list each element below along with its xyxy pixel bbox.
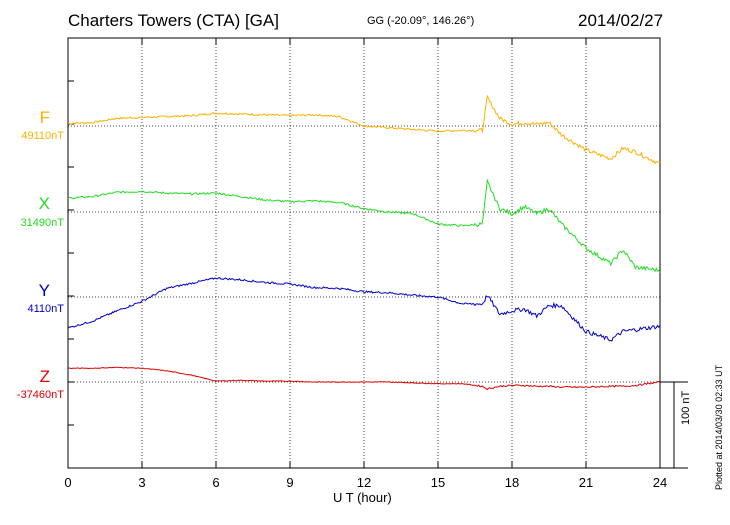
x-tick-label: 12 (357, 475, 371, 490)
baseline-label-z: -37460nT (16, 389, 64, 401)
x-tick-label: 18 (505, 475, 519, 490)
x-tick-label: 21 (579, 475, 593, 490)
chart-title: Charters Towers (CTA) [GA] (68, 11, 279, 30)
x-tick-label: 15 (431, 475, 445, 490)
x-tick-label: 9 (286, 475, 293, 490)
x-axis-label: U T (hour) (333, 490, 392, 505)
component-label-z: Z (39, 367, 50, 386)
plot-frame (67, 37, 661, 469)
baseline-label-f: 49110nT (21, 130, 64, 142)
station-coordinates: GG (-20.09°, 146.26°) (367, 15, 475, 27)
chart-date: 2014/02/27 (578, 11, 664, 30)
scale-bar-label: 100 nT (680, 390, 692, 425)
component-label-x: X (38, 194, 50, 213)
series-line-x (67, 178, 661, 273)
series-line-z (67, 366, 661, 391)
x-tick-label: 3 (138, 475, 145, 490)
series-line-y (67, 277, 661, 342)
component-label-y: Y (38, 281, 50, 300)
baseline-label-y: 4110nT (27, 303, 65, 315)
x-tick-label: 0 (64, 475, 71, 490)
plotted-timestamp: Plotted at 2014/03/30 02:33 UT (714, 364, 724, 490)
series-line-f (67, 94, 661, 165)
component-label-f: F (39, 108, 50, 127)
x-tick-label: 6 (212, 475, 219, 490)
x-tick-label: 24 (653, 475, 667, 490)
baseline-label-x: 31490nT (20, 217, 64, 229)
